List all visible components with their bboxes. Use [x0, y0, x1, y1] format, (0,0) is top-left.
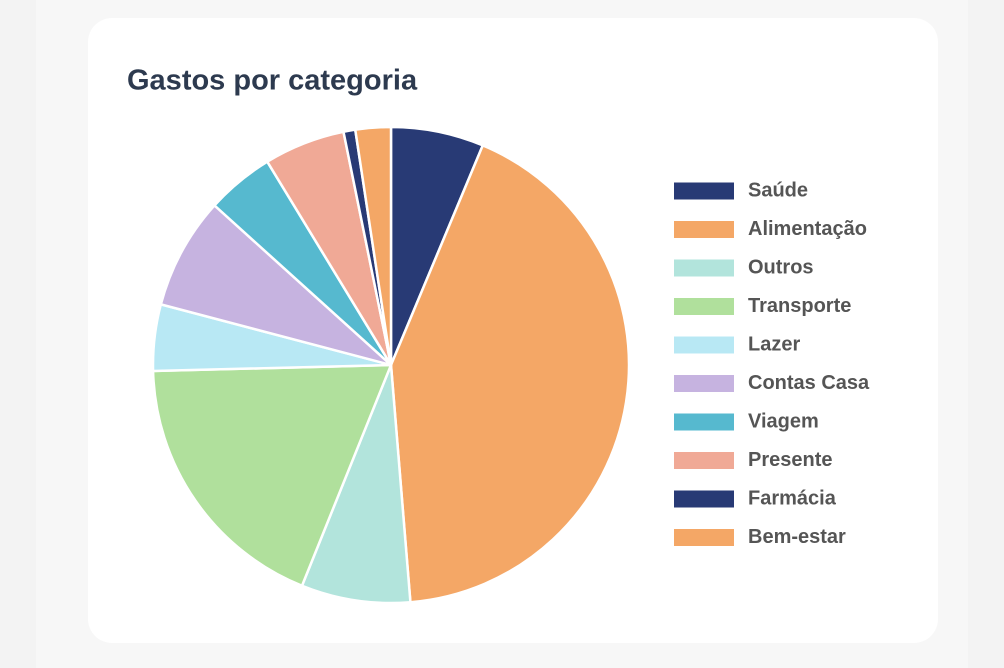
legend-swatch[interactable] — [674, 182, 734, 200]
legend-label[interactable]: Outros — [748, 256, 814, 278]
legend-label[interactable]: Contas Casa — [748, 372, 870, 394]
legend-label[interactable]: Bem-estar — [748, 526, 846, 548]
legend-swatch[interactable] — [674, 490, 734, 508]
legend-swatch[interactable] — [674, 221, 734, 238]
legend-label[interactable]: Saúde — [748, 179, 808, 201]
chart-title: Gastos por categoria — [127, 65, 418, 97]
legend-swatch[interactable] — [674, 375, 734, 392]
pie-slice — [389, 143, 631, 604]
legend-swatch[interactable] — [674, 452, 734, 469]
legend-label[interactable]: Transporte — [748, 295, 851, 317]
legend-label[interactable]: Viagem — [748, 410, 819, 432]
legend-swatch[interactable] — [674, 298, 734, 315]
legend-swatch[interactable] — [674, 529, 734, 546]
pie-slice — [151, 363, 393, 588]
legend-label[interactable]: Lazer — [748, 333, 800, 355]
pie-slice — [159, 203, 392, 367]
legend-label[interactable]: Farmácia — [748, 487, 837, 509]
legend-swatch[interactable] — [674, 259, 734, 277]
legend-label[interactable]: Alimentação — [748, 218, 867, 240]
legend-swatch[interactable] — [674, 336, 734, 354]
legend-label[interactable]: Presente — [748, 449, 833, 471]
pie-slice — [300, 364, 412, 605]
legend-swatch[interactable] — [674, 413, 734, 431]
pie-slice — [353, 125, 393, 366]
